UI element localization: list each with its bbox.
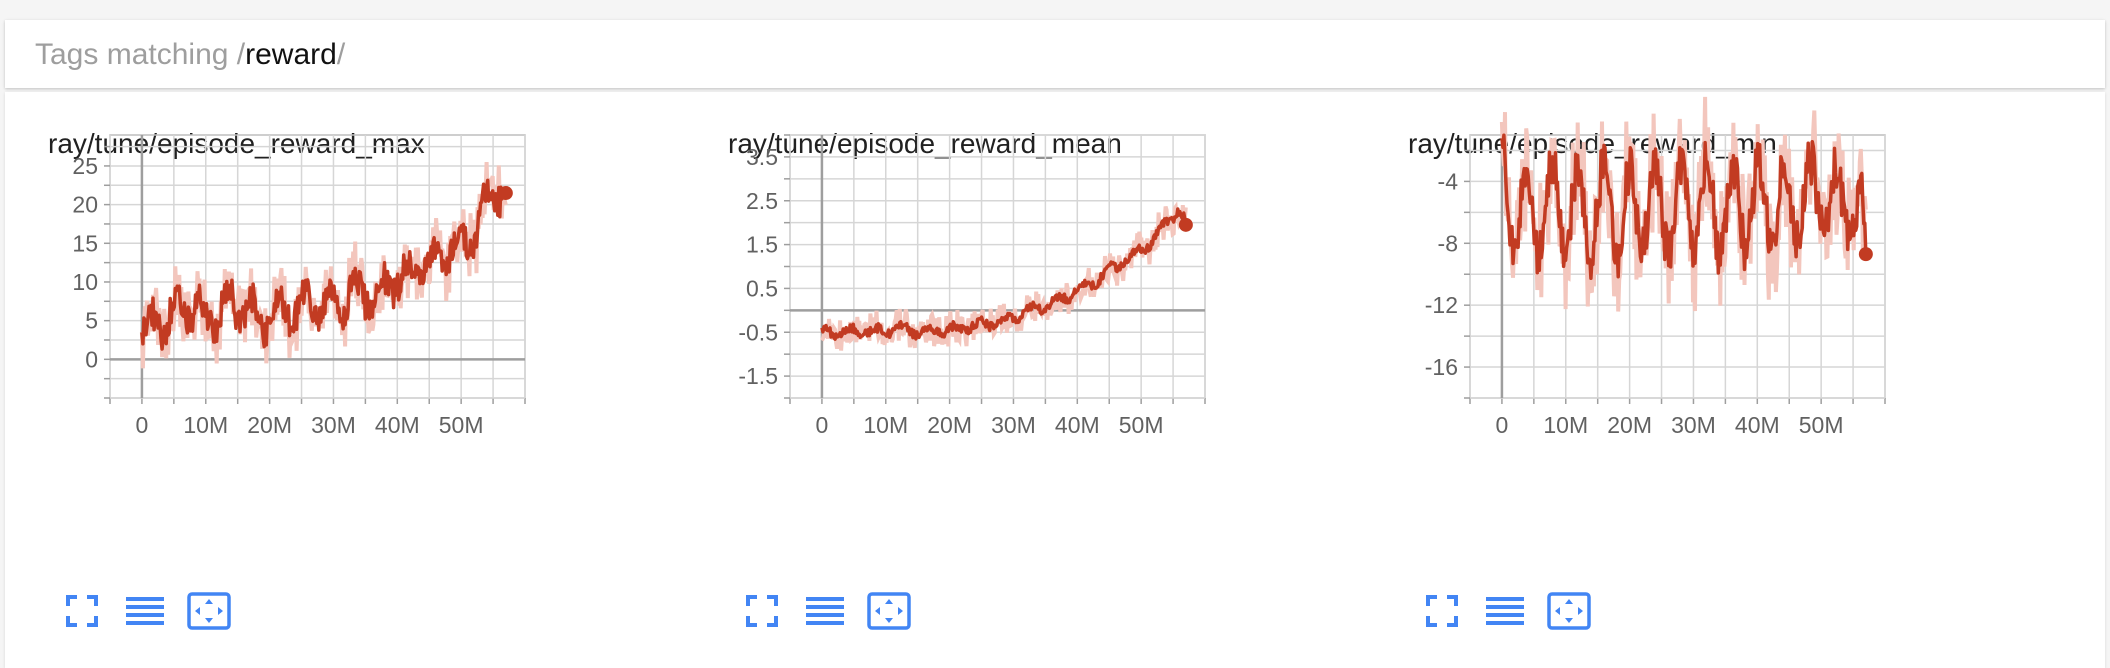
chart-svg[interactable]: 0 10M 20M 30M 40M 50M 0 5 10 15 20 25 [5, 92, 695, 592]
y-tick-label: 3.5 [746, 144, 778, 170]
series-raw-line [139, 162, 508, 369]
x-tick-label: 50M [1119, 412, 1164, 438]
fullscreen-icon [66, 595, 98, 627]
y-tick-label: -4 [1438, 168, 1459, 194]
fullscreen-button[interactable] [745, 594, 779, 633]
fit-domain-button[interactable] [867, 592, 911, 635]
x-tick-label: 0 [136, 412, 149, 438]
y-tick-label: 25 [72, 153, 98, 179]
y-tick-label: -1.5 [738, 363, 778, 389]
last-point-marker [1858, 247, 1873, 262]
series-raw-line [820, 201, 1188, 351]
y-tick-label: 0 [85, 346, 98, 372]
y-tick-label: 1.5 [746, 232, 778, 258]
x-tick-label: 50M [1799, 412, 1844, 438]
tag-filter-bar[interactable]: Tags matching /reward/ [5, 20, 2105, 88]
charts-card: ray/tune/episode_reward_max 0 10M 20M 30M 40… [5, 92, 2105, 668]
x-tick-label: 0 [816, 412, 829, 438]
fit-domain-icon [867, 592, 911, 630]
x-tick-label: 30M [1671, 412, 1716, 438]
log-scale-button[interactable] [1485, 594, 1525, 633]
fit-domain-button[interactable] [187, 592, 231, 635]
y-tick-label: 20 [72, 192, 98, 218]
lines-icon [806, 597, 844, 625]
fit-domain-icon [1547, 592, 1591, 630]
y-tick-label: 0.5 [746, 275, 778, 301]
chart-svg[interactable]: 0 10M 20M 30M 40M 50M 3.5 2.5 1.5 0.5 -0.5 -1.5 [685, 92, 1375, 592]
chart-title: ray/tune/episode_reward_mean [728, 128, 1122, 159]
fullscreen-button[interactable] [1425, 594, 1459, 633]
y-tick-label: 15 [72, 230, 98, 256]
x-tick-label: 40M [1735, 412, 1780, 438]
chart-panel-mean: ray/tune/episode_reward_mean 0 10M 20M 30M 4… [685, 92, 1375, 668]
fullscreen-button[interactable] [65, 594, 99, 633]
fullscreen-icon [1426, 595, 1458, 627]
series-smoothed-line[interactable] [820, 207, 1188, 341]
y-tick-label: 2.5 [746, 188, 778, 214]
y-tick-label: 5 [85, 308, 98, 334]
last-point-marker [498, 186, 513, 201]
y-tick-label: -0.5 [738, 319, 778, 345]
x-tick-label: 30M [991, 412, 1036, 438]
lines-icon [126, 597, 164, 625]
x-tick-label: 40M [375, 412, 420, 438]
x-tick-label: 10M [183, 412, 228, 438]
series-smoothed-line[interactable] [140, 178, 508, 351]
tag-filter-text[interactable]: Tags matching /reward/ [35, 38, 345, 72]
x-tick-label: 20M [1607, 412, 1652, 438]
chart-panel-min: ray/tune/episode_reward_min 0 10M 20M 30M 40… [1365, 92, 2055, 668]
y-tick-label: -8 [1438, 230, 1458, 256]
tag-filter-prefix: Tags matching / [35, 38, 246, 71]
tag-filter-suffix: / [336, 38, 346, 71]
x-tick-label: 30M [311, 412, 356, 438]
log-scale-button[interactable] [805, 594, 845, 633]
chart-panel-max: ray/tune/episode_reward_max 0 10M 20M 30M 40… [5, 92, 695, 668]
x-tick-label: 40M [1055, 412, 1100, 438]
log-scale-button[interactable] [125, 594, 165, 633]
x-tick-label: 20M [927, 412, 972, 438]
lines-icon [1486, 597, 1524, 625]
y-tick-label: -16 [1425, 354, 1458, 380]
y-tick-label: 10 [72, 269, 98, 295]
x-tick-label: 0 [1496, 412, 1509, 438]
last-point-marker [1178, 217, 1193, 232]
fit-domain-button[interactable] [1547, 592, 1591, 635]
x-tick-label: 50M [439, 412, 484, 438]
series-smoothed-line[interactable] [1500, 133, 1868, 281]
y-tick-label: -12 [1425, 292, 1458, 318]
chart-title: ray/tune/episode_reward_max [48, 128, 425, 159]
x-tick-label: 10M [863, 412, 908, 438]
fullscreen-icon [746, 595, 778, 627]
fit-domain-icon [187, 592, 231, 630]
x-tick-label: 20M [247, 412, 292, 438]
tag-filter-regex[interactable]: reward [245, 38, 337, 71]
chart-svg[interactable]: 0 10M 20M 30M 40M 50M -4 -8 -12 -16 [1365, 92, 2055, 592]
x-tick-label: 10M [1543, 412, 1588, 438]
